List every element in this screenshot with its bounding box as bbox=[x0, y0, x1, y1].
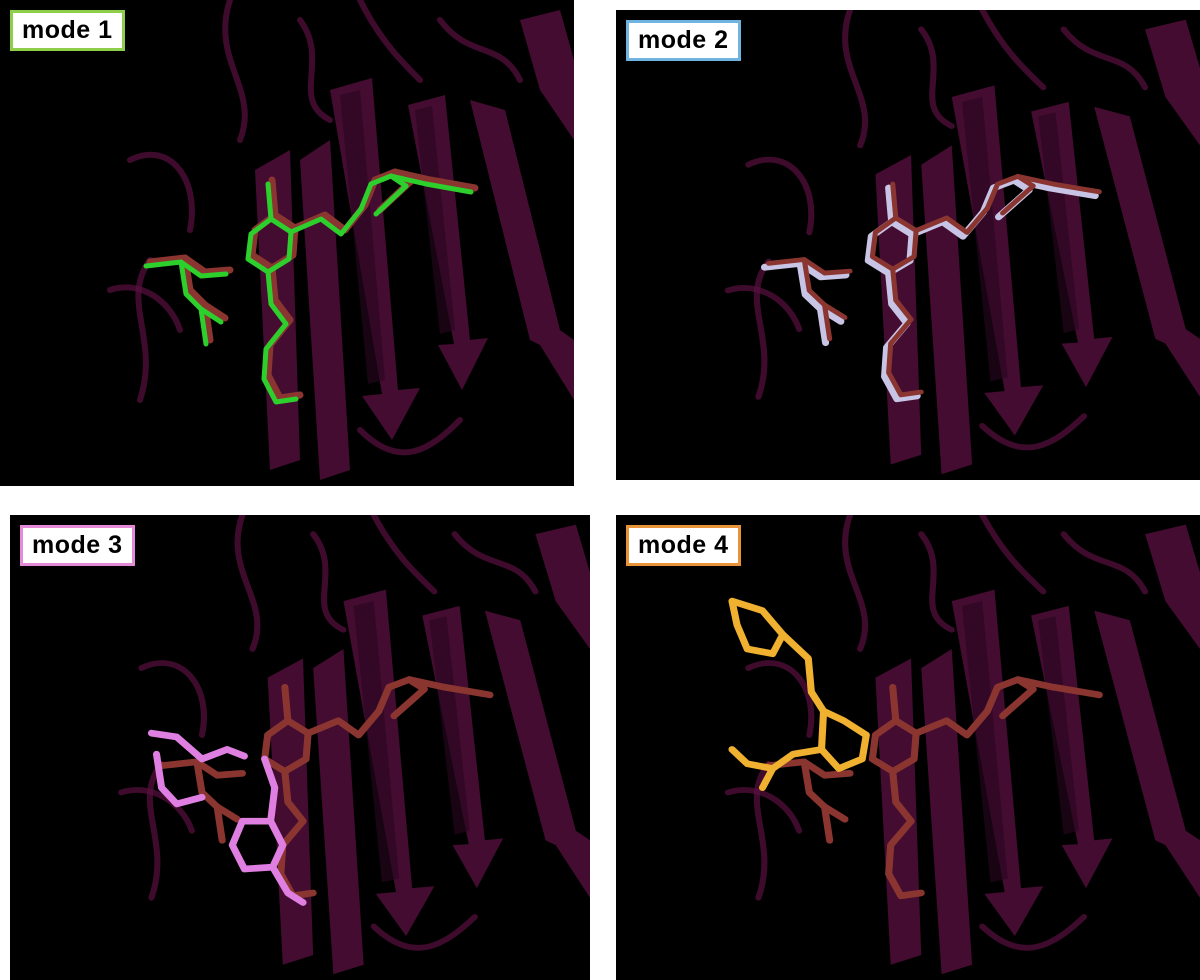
strand-shade bbox=[340, 90, 385, 384]
ligand-pose bbox=[766, 173, 1102, 398]
protein-loop bbox=[310, 531, 347, 633]
protein-loop bbox=[842, 515, 869, 652]
mode-label: mode 2 bbox=[626, 20, 741, 61]
protein-loop bbox=[1060, 26, 1149, 91]
panel-mode-1: mode 1 bbox=[0, 0, 574, 486]
protein-loop bbox=[918, 26, 955, 129]
strand-shade bbox=[961, 97, 1008, 382]
protein-loop bbox=[753, 760, 772, 901]
protein-loop bbox=[370, 515, 438, 595]
mode-label: mode 4 bbox=[626, 525, 741, 566]
beta-strand bbox=[267, 658, 314, 965]
protein-loop bbox=[234, 515, 261, 652]
protein-ligand-render bbox=[724, 515, 1200, 975]
strand-shade bbox=[353, 601, 400, 883]
mode-label: mode 1 bbox=[10, 10, 125, 51]
beta-strand bbox=[1094, 610, 1200, 898]
protein-loop bbox=[146, 760, 165, 901]
protein-loop bbox=[842, 10, 869, 149]
protein-loop bbox=[745, 660, 815, 738]
ligand-pose bbox=[765, 676, 1103, 900]
beta-strand bbox=[1145, 524, 1200, 649]
protein-loop bbox=[1060, 531, 1149, 595]
protein-loop bbox=[979, 913, 1088, 951]
strand-shade bbox=[429, 616, 470, 835]
protein-loop bbox=[979, 10, 1047, 91]
protein-loop bbox=[724, 285, 803, 333]
protein-loop bbox=[118, 787, 195, 834]
beta-strand bbox=[921, 145, 973, 475]
protein-loop bbox=[753, 258, 772, 400]
protein-loop bbox=[127, 151, 195, 233]
protein-loop bbox=[135, 257, 153, 403]
protein-ligand-render bbox=[118, 515, 590, 975]
strand-shade bbox=[1038, 112, 1079, 334]
beta-strand bbox=[313, 648, 364, 975]
beta-strand bbox=[921, 648, 973, 975]
protein-loop bbox=[107, 284, 183, 333]
protein-loop bbox=[745, 156, 815, 236]
protein-loop bbox=[979, 515, 1047, 595]
ligand-pose bbox=[158, 676, 494, 900]
protein-loop bbox=[370, 913, 478, 951]
strand-shade bbox=[415, 106, 455, 334]
strand-shade bbox=[961, 601, 1008, 883]
beta-strand bbox=[1145, 19, 1200, 146]
beta-strand bbox=[470, 100, 574, 400]
protein-ligand-render bbox=[724, 10, 1200, 475]
protein-loop bbox=[979, 413, 1088, 451]
beta-strand bbox=[1094, 106, 1200, 397]
ligand-pose bbox=[143, 173, 474, 405]
protein-ligand-render bbox=[107, 0, 574, 480]
beta-strand bbox=[535, 524, 590, 649]
panel-mode-3: mode 3 bbox=[10, 515, 590, 980]
protein-loop bbox=[918, 531, 955, 633]
panel-mode-2: mode 2 bbox=[616, 10, 1200, 480]
strand-shade bbox=[1038, 616, 1079, 835]
ligand-pose bbox=[728, 597, 870, 792]
beta-strand bbox=[875, 658, 922, 965]
beta-strand bbox=[300, 140, 350, 480]
protein-loop bbox=[138, 660, 207, 738]
protein-loop bbox=[357, 417, 463, 456]
panel-mode-4: mode 4 bbox=[616, 515, 1200, 980]
beta-strand bbox=[484, 610, 590, 898]
protein-loop bbox=[437, 17, 523, 83]
beta-strand bbox=[520, 10, 574, 140]
protein-loop bbox=[724, 787, 803, 834]
mode-label: mode 3 bbox=[20, 525, 135, 566]
protein-loop bbox=[451, 531, 539, 595]
protein-loop bbox=[297, 17, 333, 123]
ligand-pose bbox=[147, 729, 307, 906]
protein-loop bbox=[222, 0, 248, 143]
protein-loop bbox=[357, 0, 423, 83]
